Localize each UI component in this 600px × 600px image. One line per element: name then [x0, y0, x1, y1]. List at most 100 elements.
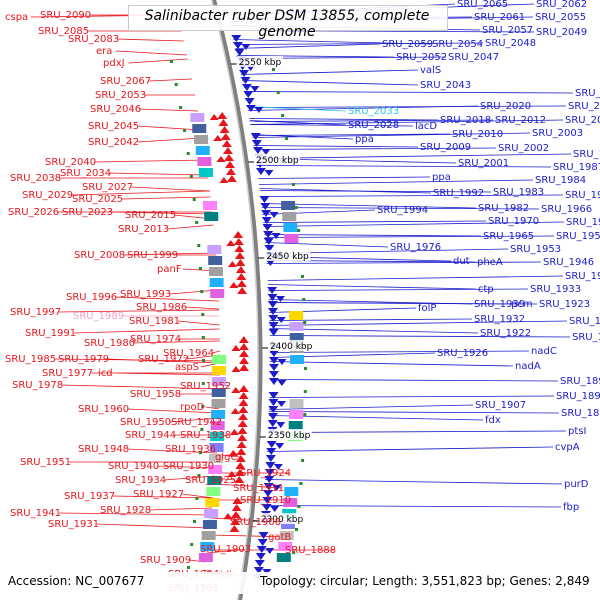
- forward-gene-arrow: [236, 441, 247, 448]
- right-gene-label: SRU_2003: [532, 128, 583, 139]
- backbone-arc-highlight: [210, 0, 259, 600]
- right-gene-label: SRU_1990: [573, 149, 600, 160]
- trna-marker: [294, 206, 298, 209]
- reverse-gene-arrow: [244, 98, 255, 105]
- left-connector-line: [97, 523, 211, 529]
- reverse-gene-arrow: [267, 294, 278, 301]
- forward-category-block: [207, 476, 222, 485]
- reverse-gene-arrow: [275, 296, 285, 302]
- left-gene-label: SRU_2042: [88, 137, 139, 148]
- right-connector-line: [269, 411, 560, 414]
- reverse-gene-arrow: [261, 149, 271, 155]
- forward-gene-arrow: [235, 266, 246, 273]
- left-gene-label: SRU_1999: [127, 250, 178, 261]
- right-gene-label: SRU_2028: [348, 120, 399, 131]
- forward-category-block: [208, 256, 223, 265]
- left-connector-line: [178, 320, 220, 326]
- left-connector-line: [167, 224, 214, 230]
- right-connector-line: [242, 80, 419, 86]
- left-gene-label: SRU_2038: [10, 173, 61, 184]
- forward-category-block: [198, 168, 213, 177]
- forward-category-block: [211, 355, 226, 364]
- trna-marker: [201, 359, 205, 362]
- trna-marker: [199, 451, 203, 454]
- right-gene-label: SRU_1895: [560, 376, 600, 387]
- title-background: [128, 5, 448, 31]
- reverse-category-block: [278, 542, 293, 551]
- right-connector-line: [249, 119, 494, 122]
- forward-gene-arrow: [238, 357, 249, 364]
- kbp-tick-label: 2400 kbp: [270, 342, 313, 352]
- forward-category-block: [209, 278, 224, 287]
- reverse-gene-arrow: [255, 553, 266, 560]
- trna-marker: [201, 336, 205, 339]
- kbp-label-bg: [258, 513, 305, 524]
- right-connector-line: [269, 404, 474, 410]
- reverse-gene-arrow: [262, 497, 273, 504]
- forward-category-block: [211, 377, 226, 386]
- reverse-category-block: [279, 531, 294, 540]
- trna-marker: [190, 543, 194, 546]
- reverse-gene-arrow: [253, 567, 264, 574]
- right-connector-line: [264, 235, 555, 238]
- reverse-gene-arrow: [257, 539, 268, 546]
- right-gene-label: SRU_2065: [457, 0, 508, 10]
- trna-marker: [201, 313, 205, 316]
- kbp-ticks: 2550 kbp 2500 kbp 2450 kbp 2400 kbp 2350 kbp…: [230, 56, 314, 525]
- forward-category-block: [200, 542, 215, 551]
- left-gene-label: SRU_1908: [230, 517, 281, 528]
- trna-marker: [301, 459, 305, 462]
- forward-gene-arrow: [237, 434, 248, 441]
- trna-marker: [294, 528, 298, 531]
- right-connector-line: [252, 133, 451, 136]
- forward-gene-arrow: [222, 147, 233, 154]
- right-connector-line: [247, 106, 347, 112]
- right-connector-line: [269, 361, 514, 367]
- left-gene-label: SRU_1993: [120, 289, 171, 300]
- forward-gene-arrow: [223, 513, 233, 519]
- reverse-gene-arrow: [256, 546, 267, 553]
- trna-marker: [201, 382, 205, 385]
- right-gene-label: purD: [564, 479, 589, 490]
- trna-marker: [292, 551, 296, 554]
- kbp-tick-label: 2500 kbp: [256, 156, 299, 166]
- reverse-category-block: [280, 520, 295, 529]
- forward-category-block: [211, 399, 226, 408]
- left-gene-label: SRU_1888: [285, 545, 336, 556]
- right-gene-label: SRU_1885: [561, 408, 600, 419]
- left-gene-label: SRU_1972: [138, 354, 189, 365]
- left-gene-label: SRU_1925: [185, 475, 236, 486]
- forward-gene-arrow: [231, 387, 241, 393]
- forward-category-block: [194, 135, 209, 144]
- right-connector-line: [251, 134, 354, 140]
- trna-marker: [285, 137, 289, 140]
- reverse-gene-arrow: [232, 42, 243, 49]
- reverse-gene-arrow: [251, 140, 262, 147]
- forward-gene-arrow: [230, 408, 240, 414]
- left-connector-line: [169, 289, 219, 295]
- reverse-gene-arrow: [231, 35, 242, 42]
- reverse-category-block: [289, 410, 304, 419]
- left-connector-line: [182, 493, 214, 499]
- left-gene-label: SRU_1979: [58, 354, 109, 365]
- reverse-gene-arrow: [263, 238, 274, 245]
- trna-marker: [186, 152, 190, 155]
- kbp-tick-label: 2350 kbp: [268, 431, 311, 441]
- forward-gene-arrow: [237, 287, 248, 294]
- right-connector-line: [269, 328, 479, 334]
- reverse-gene-arrow: [268, 315, 279, 322]
- forward-gene-arrow: [229, 282, 239, 288]
- left-connector-line: [121, 196, 211, 200]
- kbp-label-bg: [236, 56, 283, 67]
- right-connector-line: [261, 207, 540, 210]
- right-connector-line: [259, 190, 492, 193]
- forward-gene-arrow: [238, 350, 249, 357]
- trna-marker: [281, 114, 285, 117]
- left-gene-label: SRU_1924: [240, 468, 291, 479]
- left-connector-line: [212, 350, 221, 354]
- right-gene-label: ppa: [355, 134, 374, 145]
- reverse-gene-arrow: [276, 317, 286, 323]
- right-gene-label: SRU_2062: [536, 0, 587, 10]
- right-gene-label: SRU_1992: [433, 188, 484, 199]
- kbp-label-bg: [264, 250, 311, 261]
